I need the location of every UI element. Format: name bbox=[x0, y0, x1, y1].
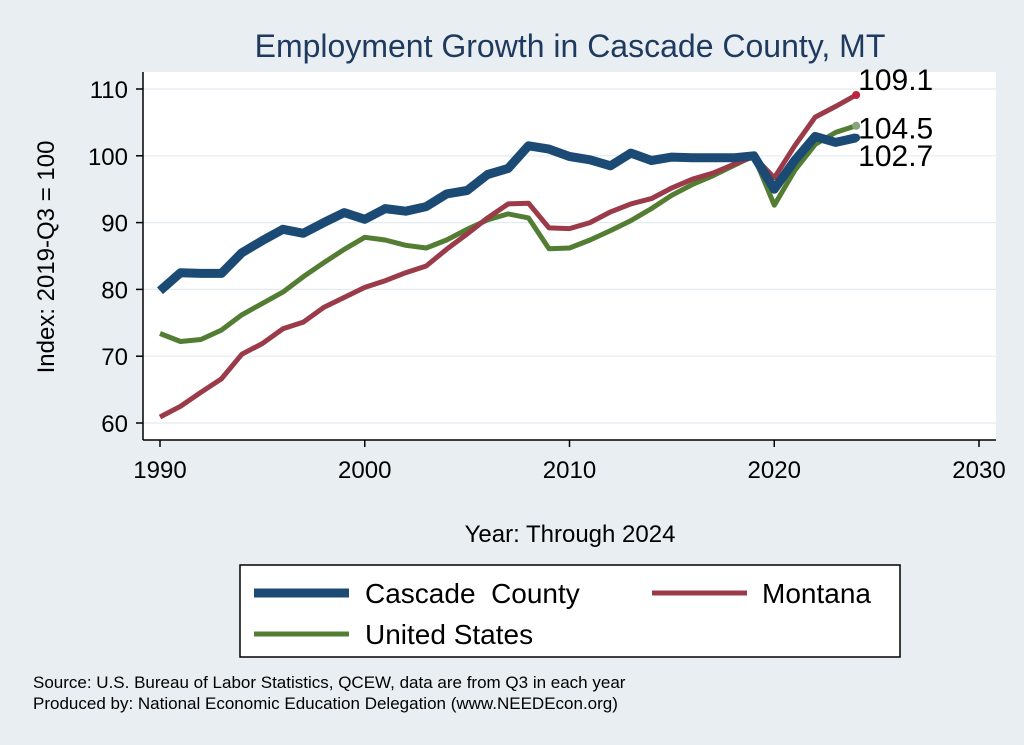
axis-ticks: 60 70 80 90 100 110 1990 2000 2010 2020 2030 bbox=[88, 77, 1006, 484]
y-tick-label: 80 bbox=[101, 277, 128, 304]
legend-label-1: Montana bbox=[762, 578, 871, 609]
y-tick-label: 100 bbox=[88, 144, 128, 171]
source-note: Source: U.S. Bureau of Labor Statistics,… bbox=[33, 673, 626, 692]
legend-label-0: Cascade County bbox=[365, 578, 580, 609]
end-value-label-1: 109.1 bbox=[858, 64, 933, 97]
x-tick-label: 2000 bbox=[338, 457, 391, 484]
y-tick-label: 60 bbox=[101, 411, 128, 438]
y-axis-label: Index: 2019-Q3 = 100 bbox=[33, 141, 60, 374]
y-tick-label: 110 bbox=[90, 77, 128, 104]
x-tick-label: 1990 bbox=[133, 457, 186, 484]
x-axis-label: Year: Through 2024 bbox=[465, 521, 676, 548]
end-point-0 bbox=[852, 133, 861, 142]
end-value-label-2: 104.5 bbox=[858, 113, 933, 146]
y-tick-label: 90 bbox=[101, 211, 128, 238]
chart-title: Employment Growth in Cascade County, MT bbox=[255, 28, 886, 64]
series-line-1 bbox=[158, 92, 858, 420]
series-line-0 bbox=[157, 131, 858, 295]
legend-entries: Cascade County Montana United States bbox=[254, 578, 871, 650]
legend-label-2: United States bbox=[365, 619, 533, 650]
end-point-1 bbox=[852, 91, 861, 100]
y-tick-label: 70 bbox=[101, 344, 128, 371]
x-tick-label: 2010 bbox=[543, 457, 596, 484]
x-tick-label: 2020 bbox=[748, 457, 801, 484]
end-point-2 bbox=[852, 121, 861, 130]
legend: Cascade County Montana United States bbox=[239, 564, 901, 658]
series-lines bbox=[157, 92, 858, 420]
x-tick-label: 2030 bbox=[952, 457, 1005, 484]
end-labels: 102.7 109.1 104.5 bbox=[852, 64, 933, 173]
plot-area bbox=[143, 72, 996, 440]
producer-note: Produced by: National Economic Education… bbox=[33, 694, 618, 713]
legend-box bbox=[239, 564, 901, 658]
end-value-label-0: 102.7 bbox=[858, 140, 933, 173]
